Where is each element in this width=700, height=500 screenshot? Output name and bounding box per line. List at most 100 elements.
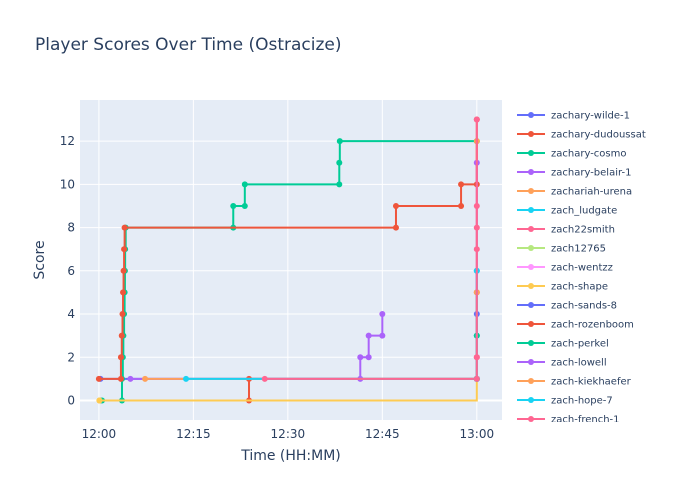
data-point (96, 397, 103, 404)
x-tick-label: 13:00 (460, 427, 495, 441)
legend-swatch-marker (528, 112, 534, 118)
legend-label: zach-rozenboom (551, 320, 634, 331)
legend-label: zach12765 (551, 244, 606, 255)
legend-swatch-marker (528, 321, 534, 327)
legend[interactable]: zachary-wilde-1 zachary-dudoussat zachary-… (517, 111, 646, 426)
data-point (336, 138, 343, 145)
data-point (121, 246, 128, 253)
data-point (241, 181, 248, 188)
legend-item[interactable]: zachary-wilde-1 (517, 111, 630, 122)
legend-swatch-marker (528, 207, 534, 213)
data-point (379, 332, 386, 339)
series-zach-french-1 (473, 116, 480, 382)
data-point (357, 354, 364, 361)
tick-labels: 12:00 12:15 12:30 12:45 13:00 0 2 4 6 8 10 12 (60, 134, 494, 441)
data-point (473, 202, 480, 209)
data-point (458, 202, 465, 209)
legend-item[interactable]: zach22smith (517, 225, 615, 236)
data-point (392, 202, 399, 209)
data-point (117, 354, 124, 361)
legend-label: zach_ludgate (551, 206, 617, 217)
legend-item[interactable]: zach-wentzz (517, 263, 613, 274)
y-tick-label: 12 (60, 134, 75, 148)
data-point (473, 116, 480, 123)
data-point (142, 375, 149, 382)
data-point (473, 224, 480, 231)
legend-label: zach-lowell (551, 358, 607, 369)
y-tick-label: 0 (67, 394, 75, 408)
legend-label: zach-kiekhaefer (551, 377, 632, 388)
data-point (95, 375, 102, 382)
data-point (473, 246, 480, 253)
legend-item[interactable]: zach-lowell (517, 358, 607, 369)
legend-swatch-marker (528, 283, 534, 289)
legend-label: zachary-belair-1 (551, 168, 631, 179)
data-point (336, 181, 343, 188)
legend-item[interactable]: zach-perkel (517, 339, 609, 350)
x-tick-label: 12:30 (271, 427, 306, 441)
legend-label: zach-french-1 (551, 415, 620, 426)
data-point (118, 332, 125, 339)
legend-label: zachary-dudoussat (551, 130, 646, 141)
y-tick-label: 6 (67, 264, 75, 278)
legend-label: zach-shape (551, 282, 608, 293)
legend-item[interactable]: zach-french-1 (517, 415, 620, 426)
legend-label: zachary-cosmo (551, 149, 627, 160)
data-point (117, 375, 124, 382)
legend-item[interactable]: zachariah-urena (517, 187, 632, 198)
data-point (336, 159, 343, 166)
legend-item[interactable]: zachary-belair-1 (517, 168, 631, 179)
series-layer (95, 116, 480, 404)
legend-label: zach-wentzz (551, 263, 613, 274)
data-point (379, 311, 386, 318)
legend-item[interactable]: zachary-cosmo (517, 149, 627, 160)
legend-swatch-marker (528, 264, 534, 270)
y-tick-label: 8 (67, 221, 75, 235)
legend-swatch-marker (528, 359, 534, 365)
data-point (120, 289, 127, 296)
data-point (392, 224, 399, 231)
legend-item[interactable]: zach-sands-8 (517, 301, 617, 312)
data-point (127, 375, 134, 382)
x-tick-label: 12:00 (82, 427, 117, 441)
legend-label: zachary-wilde-1 (551, 111, 630, 122)
data-point (230, 202, 237, 209)
legend-swatch-marker (528, 378, 534, 384)
legend-item[interactable]: zachary-dudoussat (517, 130, 646, 141)
legend-label: zach-hope-7 (551, 396, 613, 407)
y-tick-label: 4 (67, 307, 75, 321)
legend-item[interactable]: zach-hope-7 (517, 396, 613, 407)
data-point (183, 375, 190, 382)
chart-title: Player Scores Over Time (Ostracize) (35, 35, 342, 55)
data-point (473, 375, 480, 382)
legend-label: zach-perkel (551, 339, 609, 350)
y-tick-label: 2 (67, 350, 75, 364)
legend-item[interactable]: zach_ludgate (517, 206, 617, 217)
data-point (119, 311, 126, 318)
legend-swatch-marker (528, 416, 534, 422)
legend-swatch-marker (528, 131, 534, 137)
x-axis-label: Time (HH:MM) (240, 448, 341, 464)
legend-label: zach-sands-8 (551, 301, 617, 312)
legend-label: zachariah-urena (551, 187, 632, 198)
plot-area (80, 100, 502, 420)
x-tick-label: 12:45 (365, 427, 400, 441)
data-point (120, 267, 127, 274)
x-tick-label: 12:15 (176, 427, 211, 441)
data-point (241, 202, 248, 209)
data-point (473, 354, 480, 361)
legend-item[interactable]: zach-shape (517, 282, 608, 293)
legend-item[interactable]: zach12765 (517, 244, 606, 255)
legend-item[interactable]: zach-kiekhaefer (517, 377, 632, 388)
y-tick-label: 10 (60, 177, 75, 191)
data-point (458, 181, 465, 188)
data-point (365, 354, 372, 361)
series-line (99, 378, 478, 402)
legend-swatch-marker (528, 340, 534, 346)
legend-swatch-marker (528, 302, 534, 308)
legend-swatch-marker (528, 188, 534, 194)
legend-swatch-marker (528, 245, 534, 251)
data-point (121, 224, 128, 231)
legend-item[interactable]: zach-rozenboom (517, 320, 634, 331)
